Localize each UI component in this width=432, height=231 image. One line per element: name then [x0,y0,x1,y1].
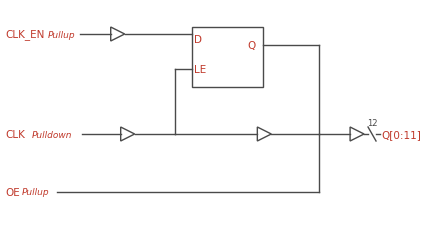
Text: CLK: CLK [5,129,25,139]
Text: LE: LE [194,65,207,75]
Text: Pullup: Pullup [48,30,76,39]
Text: CLK_EN: CLK_EN [5,29,44,40]
Text: Q: Q [248,41,256,51]
Text: Q[0:11]: Q[0:11] [381,129,421,139]
Text: D: D [194,35,203,45]
Text: OE: OE [5,187,20,197]
Text: 12: 12 [367,119,378,128]
Text: Pulldown: Pulldown [32,130,73,139]
Bar [191,28,264,88]
Text: Pullup: Pullup [22,188,50,197]
